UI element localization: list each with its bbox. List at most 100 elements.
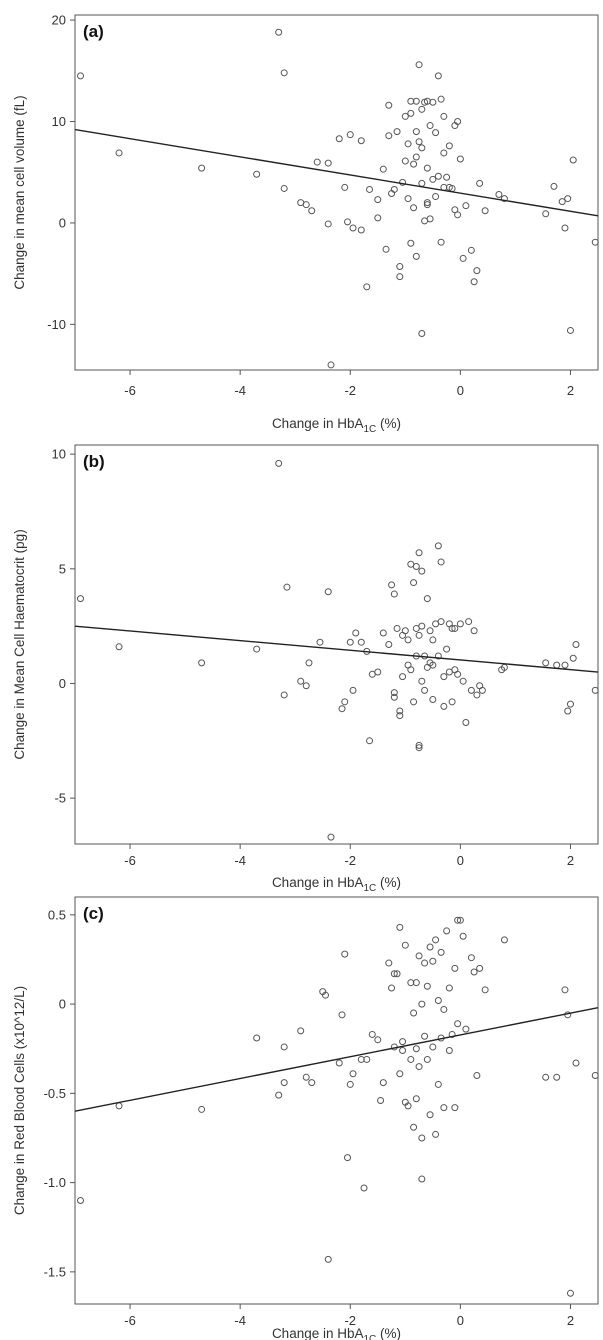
x-tick-label: -4 (234, 1313, 246, 1328)
data-point (396, 263, 404, 271)
data-point (401, 112, 409, 120)
data-point (396, 923, 404, 931)
data-point (437, 618, 445, 626)
data-point (473, 691, 481, 699)
data-point (283, 583, 291, 591)
x-axis-label: Change in HbA1C (%) (272, 416, 401, 435)
data-point (454, 118, 462, 125)
data-point (467, 686, 475, 694)
data-point (572, 641, 580, 648)
data-point (445, 984, 453, 992)
data-point (388, 581, 396, 589)
data-point (440, 149, 448, 157)
data-point (275, 28, 283, 36)
data-point (410, 1123, 418, 1131)
data-point (366, 185, 374, 193)
data-point (412, 563, 420, 571)
y-tick-label: 0 (59, 215, 66, 230)
data-point (313, 158, 321, 166)
y-tick-label: -1.5 (44, 1264, 66, 1279)
data-point (302, 1073, 310, 1081)
data-point (445, 1047, 453, 1055)
data-point (456, 916, 464, 924)
data-point (476, 964, 484, 972)
panel-label: (b) (83, 452, 105, 471)
scatter-plot-c: -6 -4 -2 0 2 -1.5 -1.0 -0.5 0 0.5 (c) Change in HbA… (12, 896, 599, 1340)
data-point (324, 588, 332, 596)
x-tick-label: -6 (124, 1313, 136, 1328)
data-point (459, 677, 467, 685)
data-point (327, 833, 335, 841)
data-point (344, 218, 352, 226)
y-tick-label: -1.0 (44, 1175, 66, 1190)
data-point (412, 97, 420, 105)
data-point (542, 659, 550, 667)
data-point (591, 238, 599, 246)
data-point (379, 165, 387, 173)
data-point (349, 1070, 357, 1078)
x-tick-label: -6 (124, 383, 136, 398)
data-point (363, 1055, 371, 1063)
data-point (426, 627, 434, 635)
data-point (418, 567, 426, 575)
data-point (412, 1095, 420, 1103)
data-point (415, 138, 423, 146)
data-point (448, 1030, 456, 1038)
data-point (440, 1104, 448, 1112)
data-point (374, 196, 382, 204)
data-point (374, 668, 382, 676)
data-point (385, 101, 393, 109)
data-point (418, 105, 426, 113)
data-point (308, 207, 316, 215)
data-point (412, 128, 420, 136)
data-point (473, 1072, 481, 1080)
data-point (324, 159, 332, 167)
data-point (564, 195, 572, 203)
data-point (280, 69, 288, 77)
data-point (443, 645, 451, 653)
data-point (415, 1063, 423, 1071)
data-point (423, 201, 431, 209)
data-point (470, 627, 478, 635)
x-tick-label: 0 (457, 853, 464, 868)
data-point (396, 273, 404, 281)
data-point (423, 164, 431, 172)
y-tick-label: -0.5 (44, 1086, 66, 1101)
scatter-panel-c: -6 -4 -2 0 2 -1.5 -1.0 -0.5 0 0.5 (c) Change in HbA… (0, 892, 603, 1340)
data-point (407, 666, 415, 674)
y-tick-label: 0 (59, 997, 66, 1012)
data-point (434, 652, 442, 660)
regression-line (74, 1006, 599, 1112)
data-point (390, 970, 398, 978)
data-point (335, 1059, 343, 1067)
data-point (305, 659, 313, 667)
data-point (308, 1079, 316, 1087)
data-point (379, 629, 387, 637)
data-point (542, 210, 550, 218)
data-point (349, 686, 357, 694)
data-point (382, 245, 390, 253)
data-point (341, 698, 349, 706)
data-point (500, 936, 508, 944)
data-point (415, 952, 423, 960)
data-point (275, 1091, 283, 1099)
plot-area-a (74, 14, 599, 371)
data-point (415, 549, 423, 557)
data-point (393, 128, 401, 136)
data-point (418, 677, 426, 685)
data-point (418, 144, 426, 152)
data-point (357, 638, 365, 646)
data-point (456, 620, 464, 628)
x-tick-label: 2 (567, 1313, 574, 1328)
data-point (410, 1009, 418, 1017)
data-point (404, 195, 412, 203)
data-point (368, 1030, 376, 1038)
data-point (429, 957, 437, 965)
x-tick-label: -2 (344, 1313, 356, 1328)
data-point (302, 682, 310, 690)
data-point (462, 1025, 470, 1033)
x-tick-label: 2 (567, 383, 574, 398)
data-point (374, 214, 382, 222)
x-tick-label: 0 (457, 383, 464, 398)
x-tick-label: -6 (124, 853, 136, 868)
